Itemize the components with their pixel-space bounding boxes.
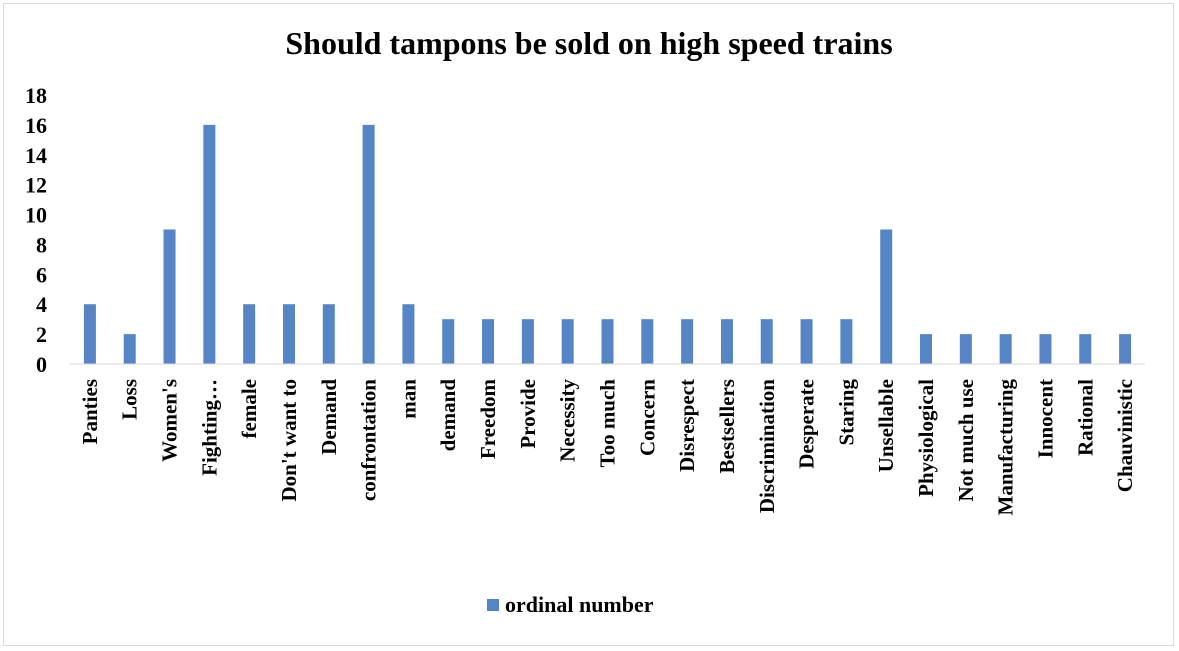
x-tick-label: Too much [596, 379, 620, 468]
y-tick-label: 2 [36, 322, 47, 347]
x-tick-label: Bestsellers [715, 379, 739, 473]
x-tick-label: Rational [1073, 379, 1097, 456]
bar [720, 319, 733, 364]
x-tick-label: Unsellable [874, 379, 898, 472]
bar [800, 319, 813, 364]
bar [681, 319, 694, 364]
x-tick-label: confrontation [357, 379, 381, 501]
x-tick-label: Discrimination [755, 379, 779, 513]
bar [322, 304, 335, 364]
x-tick-label: man [396, 379, 420, 419]
bar [601, 319, 614, 364]
bar [999, 334, 1012, 364]
y-tick-label: 0 [36, 352, 47, 377]
y-tick-label: 6 [36, 262, 47, 287]
bar [282, 304, 295, 364]
x-tick-label: Staring [834, 379, 858, 446]
bars [83, 124, 1132, 364]
x-tick-label: Necessity [556, 379, 580, 462]
bar [402, 304, 415, 364]
bar [641, 319, 654, 364]
bar [920, 334, 933, 364]
y-tick-label: 10 [25, 203, 47, 228]
x-tick-label: Panties [78, 379, 102, 444]
bar [362, 124, 375, 364]
bar [442, 319, 455, 364]
bar [203, 124, 216, 364]
x-tick-label: Provide [516, 379, 540, 449]
bar [561, 319, 574, 364]
x-tick-label: Manufacturing [994, 379, 1018, 516]
x-tick-label: Innocent [1033, 379, 1057, 458]
x-tick-label: Fighting… [197, 379, 221, 476]
x-tick-label: Desperate [795, 379, 819, 469]
bar [880, 229, 893, 364]
y-tick-label: 14 [25, 143, 47, 168]
y-tick-label: 16 [25, 113, 47, 138]
y-axis-ticks: 0 2 4 6 8 10 12 14 16 18 [25, 83, 47, 377]
legend-label: ordinal number [505, 592, 654, 617]
y-tick-label: 12 [25, 173, 47, 198]
bar [959, 334, 972, 364]
chart-area [3, 3, 1174, 646]
x-tick-label: Loss [118, 379, 142, 420]
x-tick-label: Disrespect [675, 379, 699, 472]
x-tick-label: Don't want to [277, 379, 301, 502]
chart-title: Should tampons be sold on high speed tra… [285, 25, 892, 61]
y-tick-label: 4 [36, 292, 47, 317]
x-axis-ticks: Panties Loss Women's Fighting… female Don't w… [78, 379, 1137, 516]
bar [521, 319, 534, 364]
x-tick-label: Physiological [914, 379, 938, 497]
x-tick-label: Chauvinistic [1113, 379, 1137, 492]
legend: ordinal number [487, 592, 654, 617]
bar [83, 304, 96, 364]
legend-swatch [487, 599, 499, 611]
bar [1119, 334, 1132, 364]
x-tick-label: Demand [317, 379, 341, 455]
bar [1039, 334, 1052, 364]
bar [760, 319, 773, 364]
bar [123, 334, 136, 364]
y-tick-label: 18 [25, 83, 47, 108]
bar [482, 319, 495, 364]
bar [1079, 334, 1092, 364]
bar [243, 304, 256, 364]
x-tick-label: Concern [635, 379, 659, 456]
bar [163, 229, 176, 364]
x-tick-label: female [237, 379, 261, 438]
bar [840, 319, 853, 364]
y-tick-label: 8 [36, 232, 47, 257]
x-tick-label: Women's [158, 379, 182, 462]
x-tick-label: Freedom [476, 379, 500, 460]
x-tick-label: demand [436, 379, 460, 452]
x-tick-label: Not much use [954, 379, 978, 502]
